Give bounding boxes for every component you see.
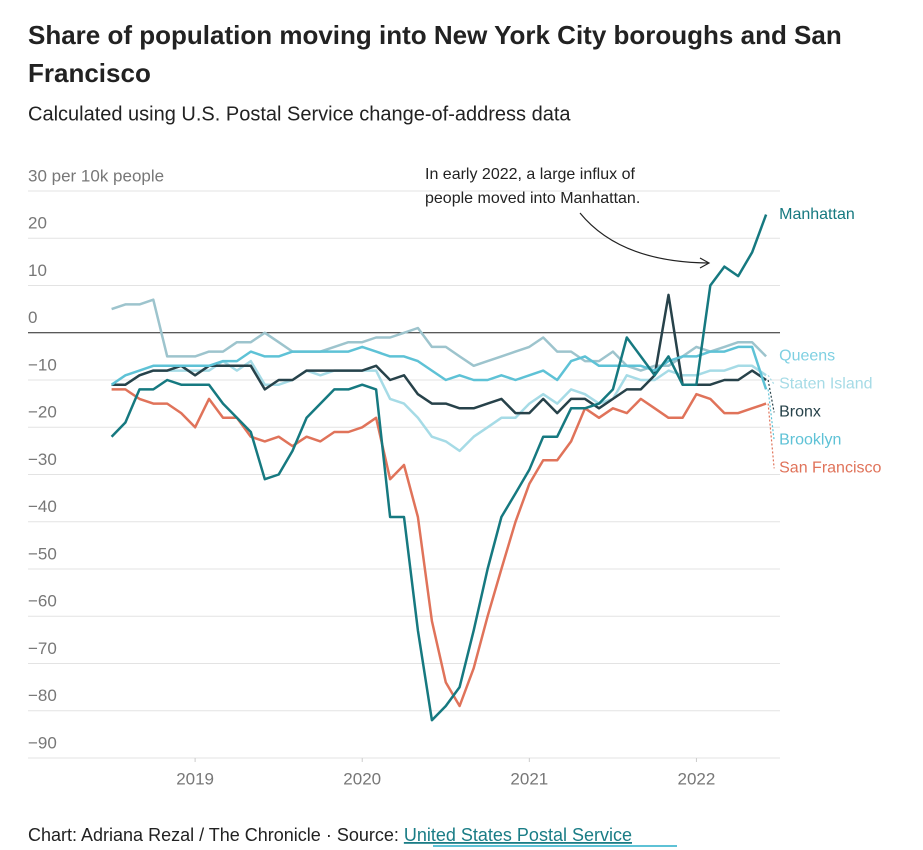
legend-label: Brooklyn — [779, 432, 841, 449]
y-tick-label: −30 — [28, 450, 57, 469]
y-tick-label: −40 — [28, 497, 57, 516]
source-prefix: Chart: Adriana Rezal / The Chronicle · S… — [28, 825, 404, 845]
y-tick-label: −80 — [28, 686, 57, 705]
x-tick-label: 2019 — [176, 769, 214, 788]
legend-label: San Francisco — [779, 460, 881, 477]
x-tick-label: 2021 — [510, 769, 548, 788]
y-tick-label: 0 — [28, 308, 37, 327]
series-line — [111, 388, 767, 708]
label-connector — [767, 403, 775, 469]
y-tick-label: −70 — [28, 639, 57, 658]
label-connector — [767, 379, 775, 413]
legend-label: Bronx — [779, 404, 821, 421]
series-line — [111, 293, 767, 415]
y-tick-label: −20 — [28, 403, 57, 422]
y-tick-label: −10 — [28, 355, 57, 374]
lines: Manhattan Queens Staten Island Bronx Brookly… — [110, 206, 881, 722]
legend-label: Manhattan — [779, 206, 855, 223]
y-tick-label: 10 — [28, 261, 47, 280]
x-tick-label: 2020 — [343, 769, 381, 788]
y-tick-label: −90 — [28, 733, 57, 752]
subtitle: Calculated using U.S. Postal Service cha… — [28, 103, 571, 125]
annotation: In early 2022, a large influx of — [425, 166, 635, 183]
label-connector — [767, 374, 775, 385]
annotation: people moved into Manhattan. — [425, 190, 640, 207]
y-tick-label: −50 — [28, 544, 57, 563]
y-tick-label: −60 — [28, 592, 57, 611]
chart-title: Share of population moving into New York… — [28, 20, 842, 88]
series-line — [110, 214, 768, 722]
arrow-head — [699, 257, 711, 269]
x-tick-label: 2022 — [678, 769, 716, 788]
label-connector — [767, 389, 775, 441]
grid: 30 per 10k people 20 10 0 −10 −20 −30 −40 −50 −60… — [28, 166, 780, 788]
annotation-arrow — [579, 212, 709, 264]
source: Chart: Adriana Rezal / The Chronicle · S… — [28, 825, 632, 845]
y-tick-label: 20 — [28, 214, 47, 233]
legend-label: Staten Island — [779, 376, 872, 393]
source-link[interactable]: United States Postal Service — [404, 825, 632, 845]
series-line — [110, 345, 768, 390]
series-line — [111, 298, 767, 372]
legend-label: Queens — [779, 348, 835, 365]
y-tick-label: 30 per 10k people — [28, 166, 164, 185]
